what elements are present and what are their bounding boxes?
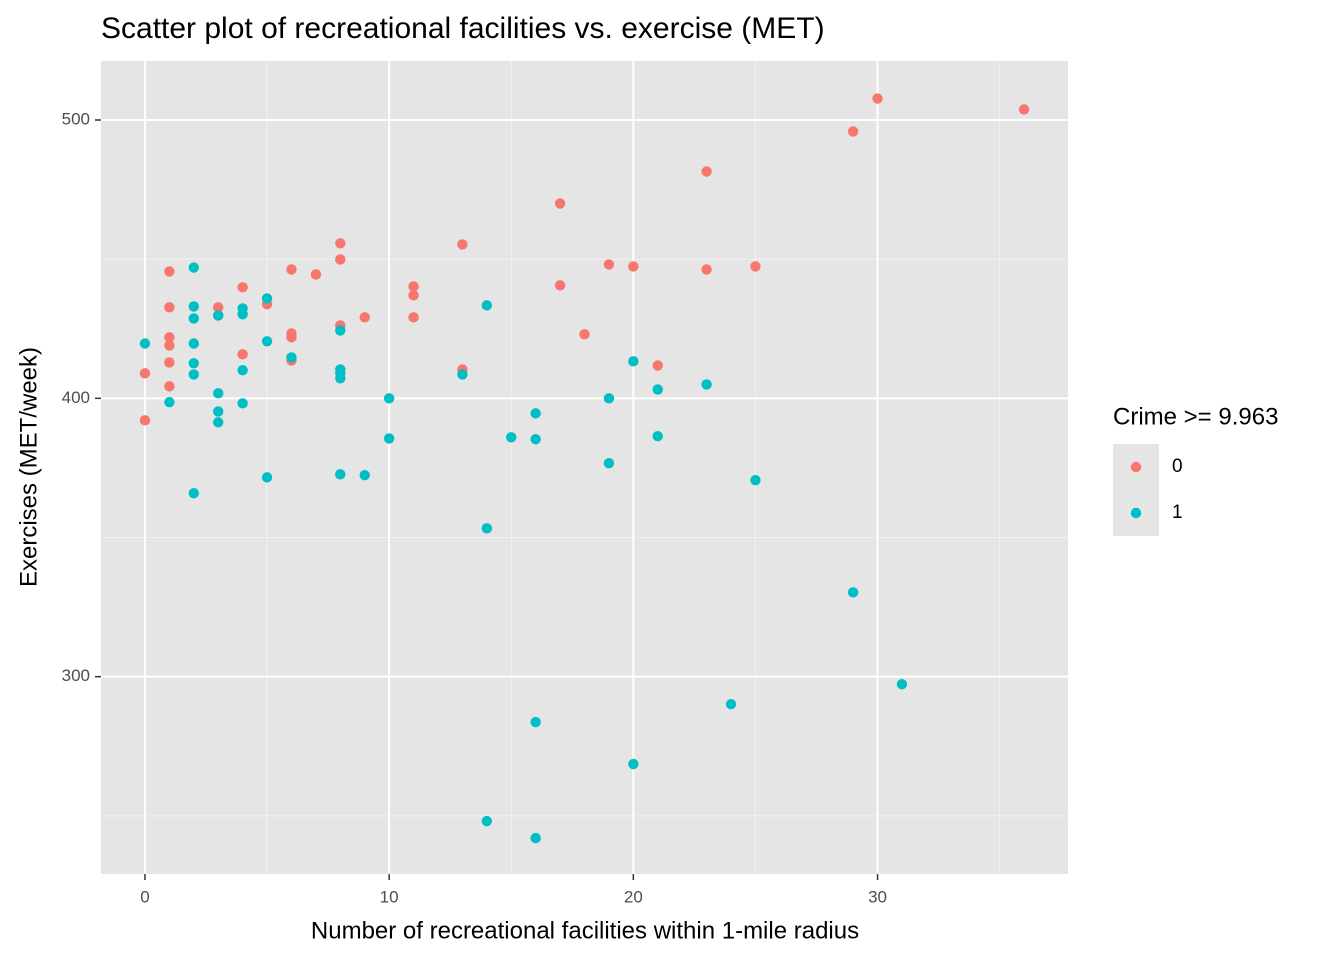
point [579,329,590,340]
point [188,313,199,324]
point [237,349,248,360]
point [286,264,297,275]
point [213,406,224,417]
point [188,338,199,349]
point [286,352,297,363]
legend-label: 1 [1172,502,1183,523]
point [286,332,297,343]
point [506,432,517,443]
panel [101,61,1068,874]
x-tick-label: 30 [868,887,887,906]
y-tick-label: 300 [62,666,90,685]
point [383,393,395,404]
point [261,472,273,483]
point [213,417,224,428]
point [725,699,737,710]
point [261,336,273,347]
point [237,309,248,320]
point [701,264,712,275]
point [188,301,199,312]
y-tick-label: 500 [62,109,90,128]
point [213,310,224,321]
point [701,166,712,177]
point [139,338,151,349]
point [408,281,419,292]
point [188,488,199,499]
point [139,415,151,426]
point [628,356,639,367]
point [750,474,761,486]
point [1018,104,1030,115]
y-tick-label: 400 [62,388,90,407]
point [603,457,615,469]
point [188,358,199,369]
point [652,360,663,371]
legend-marker [1130,507,1142,519]
legend-marker [1130,461,1142,473]
point [530,832,541,844]
point [481,815,493,827]
point [530,434,541,445]
point [164,340,175,351]
x-tick-label: 0 [140,887,149,906]
point [164,397,175,408]
point [335,325,346,336]
point [652,384,663,395]
point [213,302,224,313]
point [457,239,468,250]
point [335,469,346,480]
x-tick-label: 20 [624,887,643,906]
point [481,523,493,534]
point [237,398,248,409]
point [383,433,395,444]
point [164,357,175,368]
point [359,469,370,481]
point [750,261,761,272]
point [457,369,468,380]
point [188,369,199,380]
point [408,290,419,301]
point [237,365,248,376]
point [237,282,248,293]
point [847,587,859,598]
point [359,312,370,323]
point [872,93,883,104]
point [335,238,346,249]
point [164,332,175,343]
point [188,262,199,273]
point [408,312,419,323]
point [139,368,151,379]
point [896,678,908,690]
point [335,254,346,265]
point [701,379,712,390]
point [164,302,175,313]
point [628,758,639,770]
x-axis-title: Number of recreational facilities within… [311,917,859,944]
point [554,198,566,209]
point [310,269,322,280]
point [554,280,566,291]
point [628,261,639,272]
y-axis-title: Exercises (MET/week) [15,347,42,587]
point [164,381,175,392]
point [603,259,615,270]
point [603,393,615,404]
point [847,126,859,137]
point [530,408,541,419]
point [261,293,273,304]
point [530,716,541,728]
point [481,300,493,311]
chart-title: Scatter plot of recreational facilities … [101,12,825,45]
point [335,373,346,384]
point [164,266,175,277]
legend-title: Crime >= 9.963 [1113,403,1278,430]
legend-label: 0 [1172,456,1183,477]
x-tick-label: 10 [380,887,399,906]
point [213,388,224,399]
point [652,430,663,442]
